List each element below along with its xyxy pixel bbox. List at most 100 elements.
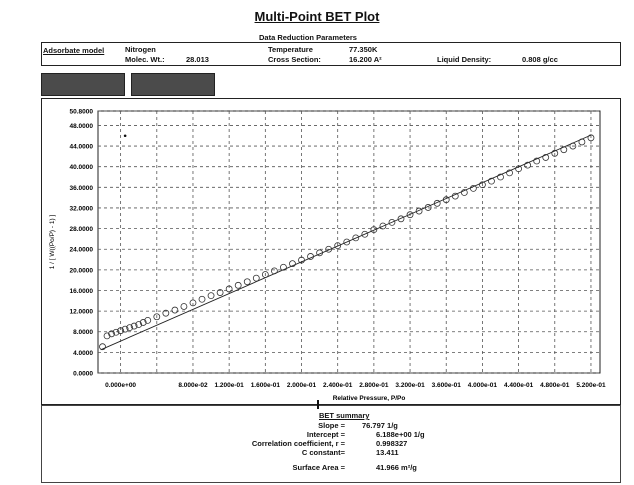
y-tick-label: 48.0000 (70, 123, 94, 130)
liquid-density-label: Liquid Density: (437, 55, 492, 64)
outlier-point (123, 134, 127, 138)
x-tick-label: 3.600e-01 (432, 382, 462, 389)
data-point (298, 256, 305, 264)
bet-summary-box (41, 405, 621, 483)
data-point (261, 271, 269, 278)
parameters-heading: Data Reduction Parameters (257, 33, 359, 42)
data-point (506, 169, 513, 177)
data-point (103, 332, 111, 340)
data-point (207, 292, 215, 300)
data-point (488, 177, 495, 185)
data-point (433, 199, 441, 207)
data-point (551, 149, 559, 157)
data-point (460, 189, 468, 196)
data-point (252, 274, 260, 282)
data-point (397, 215, 405, 223)
data-point (379, 222, 387, 230)
x-tick-label: 1.600e-01 (251, 382, 281, 389)
data-point (343, 238, 351, 246)
data-point (542, 154, 550, 161)
data-point (99, 343, 106, 351)
x-tick-label: 8.000e-02 (178, 382, 208, 389)
data-point (243, 278, 251, 286)
data-point (370, 226, 378, 234)
y-tick-label: 40.0000 (70, 164, 94, 171)
data-point (280, 263, 287, 271)
data-point (415, 207, 423, 215)
data-point (108, 330, 115, 338)
data-point (533, 157, 541, 165)
molec-wt-label: Molec. Wt.: (125, 55, 165, 64)
fit-line (100, 134, 592, 351)
intercept-value: 6.188e+00 1/g (376, 430, 425, 439)
cross-section-value: 16.200 A² (349, 55, 382, 64)
cross-section-label: Cross Section: (268, 55, 321, 64)
data-point (352, 234, 360, 242)
bet-plot-chart: 0.0000 4.0000 8.0000 12.0000 16.0000 20.0000 2… (49, 109, 606, 403)
intercept-label: Intercept = (306, 430, 345, 439)
data-point (153, 313, 161, 321)
data-point (325, 245, 333, 253)
y-axis-label: 1 / [ W((Po/P) - 1) ] (49, 215, 56, 270)
y-tick-label: 24.0000 (70, 247, 94, 254)
data-point (126, 324, 134, 332)
c-constant-value: 13.411 (376, 448, 399, 457)
data-point (334, 242, 342, 250)
data-point (121, 325, 129, 333)
x-axis-label: Relative Pressure, P/Po (333, 395, 406, 402)
data-point (442, 196, 450, 204)
data-point (144, 316, 152, 324)
y-tick-label: 4.0000 (73, 350, 93, 357)
x-tick-label: 4.400e-01 (504, 382, 534, 389)
slope-value: 76.797 1/g (362, 421, 398, 430)
data-point (216, 289, 224, 296)
data-point (587, 134, 595, 142)
surface-area-label: Surface Area = (292, 463, 345, 472)
molec-wt-value: 28.013 (186, 55, 209, 64)
data-point (162, 309, 170, 317)
data-point (569, 142, 577, 150)
y-tick-label: 8.0000 (73, 329, 93, 336)
data-point (388, 219, 396, 226)
y-tick-label: 28.0000 (70, 226, 94, 233)
y-tick-label: 50.8000 (70, 109, 94, 116)
data-point (130, 322, 138, 330)
data-point (406, 211, 414, 219)
correlation-label: Correlation coefficient, r = (251, 439, 345, 448)
x-tick-label: 0.000e+00 (105, 382, 136, 389)
data-point (451, 192, 459, 200)
correlation-value: 0.998327 (376, 439, 408, 448)
data-point (180, 303, 188, 310)
data-point (225, 285, 233, 293)
data-point (316, 249, 324, 257)
redacted-block-left (41, 73, 125, 96)
x-tick-label: 5.200e-01 (576, 382, 606, 389)
adsorbate-model-label: Adsorbate model (43, 46, 105, 55)
y-tick-label: 20.0000 (70, 267, 94, 274)
x-tick-label: 2.400e-01 (323, 382, 353, 389)
data-point (198, 295, 206, 303)
y-tick-label: 36.0000 (70, 185, 94, 192)
data-point (135, 321, 143, 328)
y-tick-label: 44.0000 (70, 144, 94, 151)
y-tick-label: 0.0000 (73, 371, 93, 378)
adsorbate-value: Nitrogen (125, 45, 156, 54)
bet-summary-heading: BET summary (319, 411, 370, 420)
liquid-density-value: 0.808 g/cc (522, 55, 558, 64)
data-point (515, 165, 522, 173)
slope-label: Slope = (318, 421, 345, 430)
c-constant-label: C constant= (301, 448, 345, 457)
plot-frame: 0.0000 4.0000 8.0000 12.0000 16.0000 20.0000 2… (41, 98, 621, 405)
temperature-value: 77.350K (349, 45, 378, 54)
data-point (139, 319, 147, 326)
data-point (497, 173, 504, 181)
plot-area (97, 110, 601, 374)
data-point (307, 253, 314, 260)
chart-title: Multi-Point BET Plot (254, 9, 380, 24)
data-point (469, 184, 477, 192)
x-tick-label: 3.200e-01 (395, 382, 425, 389)
data-point (289, 260, 296, 268)
data-point (424, 204, 432, 211)
data-point (112, 328, 120, 336)
data-point (117, 327, 125, 335)
